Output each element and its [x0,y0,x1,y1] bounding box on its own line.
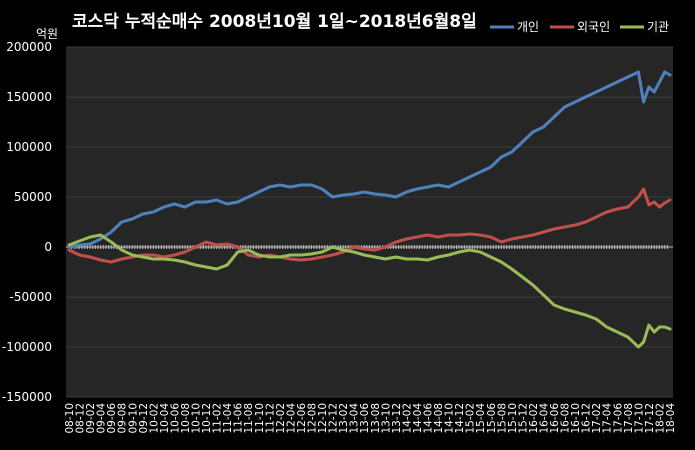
x-tick-label: 16-04 [538,403,550,434]
x-tick-label: 17-10 [633,403,645,434]
y-axis-unit-label: 억원 [36,27,58,41]
x-tick-label: 12-04 [285,403,297,434]
x-tick-label: 09-10 [127,403,139,434]
y-tick-label: 150000 [6,90,52,104]
x-tick-label: 14-12 [454,403,466,434]
x-tick-label: 15-02 [465,403,477,434]
x-tick-label: 10-08 [180,403,192,434]
chart-title: 코스닥 누적순매수 2008년10월 1일~2018년6월8일 [72,12,477,32]
x-tick-label: 11-02 [212,403,224,434]
grid-lines [66,46,673,398]
x-tick-label: 15-04 [475,403,487,434]
x-tick-label: 13-06 [359,403,371,434]
y-tick-label: 0 [44,240,52,254]
x-tick-label: 14-04 [412,403,424,434]
x-tick-label: 10-12 [201,403,213,434]
x-tick-label: 17-12 [644,403,656,434]
series-lines [67,70,672,349]
series-line-1 [67,70,672,249]
x-tick-label: 15-10 [507,403,519,434]
x-tick-label: 10-10 [191,403,203,434]
x-tick-label: 14-02 [401,403,413,434]
x-tick-label: 08-12 [75,403,87,434]
x-tick-label: 17-04 [602,403,614,434]
x-tick-label: 12-12 [328,403,340,434]
y-axis-ticks: 200000 150000 100000 50000 0 -50000 -100000 -15… [2,40,52,404]
x-tick-label: 13-08 [370,403,382,434]
x-tick-label: 12-10 [317,403,329,434]
x-tick-label: 10-06 [169,403,181,434]
x-tick-label: 11-08 [243,403,255,434]
plot-area [66,47,673,397]
x-tick-label: 16-12 [581,403,593,434]
y-tick-label: -50000 [9,290,52,304]
x-tick-label: 14-08 [433,403,445,434]
x-tick-label: 15-12 [517,403,529,434]
x-tick-label: 11-10 [254,403,266,434]
x-tick-label: 15-08 [496,403,508,434]
y-tick-label: 100000 [6,140,52,154]
x-tick-label: 10-02 [148,403,160,434]
legend: 개인 외국인 기관 [490,20,669,34]
x-tick-label: 13-02 [338,403,350,434]
x-tick-label: 17-06 [612,403,624,434]
legend-label-3: 기관 [647,20,669,34]
x-tick-label: 09-02 [85,403,97,434]
x-tick-label: 09-12 [138,403,150,434]
series-line-2 [67,187,672,264]
x-tick-label: 16-02 [528,403,540,434]
y-tick-label: -150000 [2,390,52,404]
x-tick-label: 10-04 [159,403,171,434]
x-tick-label: 08-10 [64,403,76,434]
legend-label-1: 개인 [517,20,539,34]
x-tick-label: 18-04 [665,403,677,434]
x-tick-label: 16-10 [570,403,582,434]
x-tick-label: 09-08 [117,403,129,434]
x-tick-label: 13-10 [380,403,392,434]
x-tick-label: 09-06 [106,403,118,434]
x-tick-label: 09-04 [96,403,108,434]
x-tick-label: 15-06 [486,403,498,434]
x-tick-label: 13-12 [391,403,403,434]
x-tick-label: 12-08 [307,403,319,434]
series-line-3 [67,233,672,349]
x-tick-label: 12-06 [296,403,308,434]
y-tick-label: 50000 [14,190,52,204]
x-tick-label: 11-12 [264,403,276,434]
x-tick-label: 18-02 [654,403,666,434]
x-tick-label: 16-08 [560,403,572,434]
x-tick-label: 14-10 [444,403,456,434]
x-tick-label: 12-02 [275,403,287,434]
y-tick-label: -100000 [2,340,52,354]
x-tick-label: 17-02 [591,403,603,434]
x-tick-label: 11-06 [233,403,245,434]
legend-label-2: 외국인 [577,20,610,34]
y-tick-label: 200000 [6,40,52,54]
x-tick-label: 14-06 [422,403,434,434]
x-tick-label: 16-06 [549,403,561,434]
x-tick-label: 13-04 [349,403,361,434]
x-tick-label: 11-04 [222,403,234,434]
x-tick-label: 17-08 [623,403,635,434]
